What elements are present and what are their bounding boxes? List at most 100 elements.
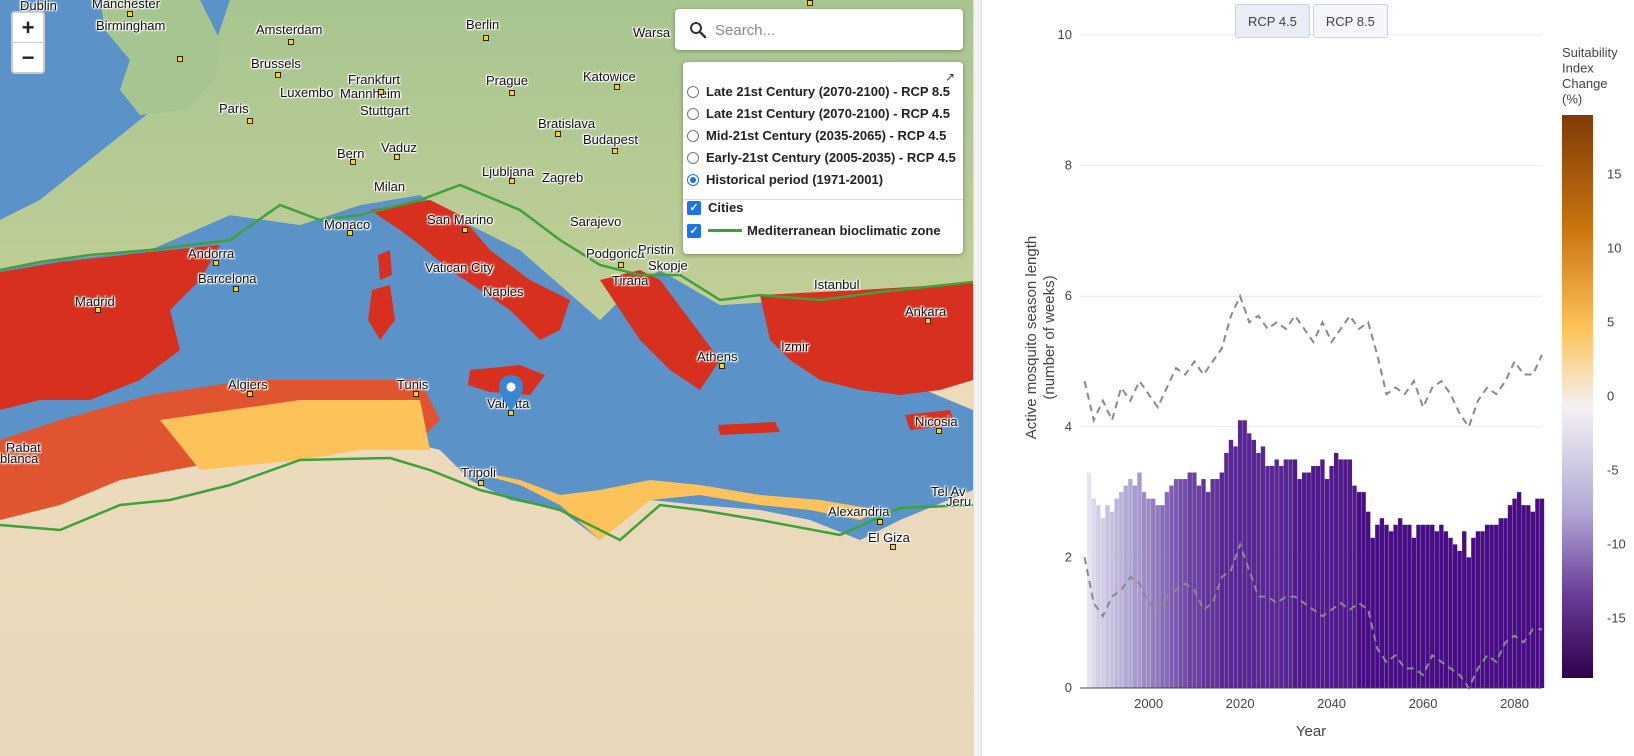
season-bar <box>1118 492 1124 688</box>
season-bar <box>1448 537 1453 688</box>
city-marker[interactable] <box>618 262 624 268</box>
city-marker[interactable] <box>233 286 239 292</box>
season-bar <box>1347 459 1353 688</box>
layers-control: ↗ Late 21st Century (2070-2100) - RCP 8.… <box>683 62 963 254</box>
radio-button-selected[interactable] <box>687 173 699 186</box>
season-bar <box>1141 492 1147 688</box>
city-marker[interactable] <box>275 72 281 78</box>
layer-option-mid-rcp45[interactable]: Mid-21st Century (2035-2065) - RCP 4.5 <box>687 128 946 143</box>
city-marker[interactable] <box>347 230 353 236</box>
checkbox-checked-icon[interactable]: ✓ <box>687 223 701 238</box>
season-bar <box>1352 485 1357 688</box>
season-bar <box>1320 459 1325 688</box>
colorbar-tick-label: -5 <box>1607 463 1619 478</box>
city-marker[interactable] <box>350 159 356 165</box>
season-bar <box>1128 479 1133 688</box>
y-tick-label: 8 <box>1065 158 1072 173</box>
city-marker[interactable] <box>127 11 133 17</box>
city-label: Madrid <box>75 294 115 309</box>
city-marker[interactable] <box>213 260 219 266</box>
season-bar <box>1402 524 1407 688</box>
season-bar <box>1091 498 1096 688</box>
city-marker[interactable] <box>509 90 515 96</box>
britain <box>100 0 220 115</box>
city-marker[interactable] <box>288 39 294 45</box>
season-bar <box>1297 479 1302 688</box>
season-bar <box>1228 439 1234 688</box>
season-bar <box>1237 420 1243 688</box>
y-tick-label: 4 <box>1065 419 1072 434</box>
checkbox-checked-icon[interactable]: ✓ <box>687 200 701 215</box>
city-marker[interactable] <box>462 227 468 233</box>
search-input[interactable] <box>713 17 957 43</box>
overlay-cities[interactable]: ✓ Cities <box>687 200 743 215</box>
layer-option-early-rcp45[interactable]: Early-21st Century (2005-2035) - RCP 4.5 <box>687 150 956 165</box>
city-marker[interactable] <box>614 84 620 90</box>
radio-button[interactable] <box>687 85 699 98</box>
city-marker[interactable] <box>807 0 813 6</box>
season-bar <box>1247 433 1252 688</box>
city-marker[interactable] <box>247 118 253 124</box>
city-marker[interactable] <box>95 307 101 313</box>
rcp45-button[interactable]: RCP 4.5 <box>1235 4 1310 38</box>
season-bar <box>1411 537 1417 688</box>
city-label: Tripoli <box>461 465 496 480</box>
expand-arrow-icon[interactable]: ↗ <box>944 70 955 84</box>
city-label: Manchester <box>92 0 160 11</box>
season-bar <box>1096 505 1101 688</box>
layer-option-late-rcp45[interactable]: Late 21st Century (2070-2100) - RCP 4.5 <box>687 106 950 121</box>
season-bar <box>1215 479 1220 688</box>
season-bar <box>1210 479 1215 688</box>
city-marker[interactable] <box>890 544 896 550</box>
city-label: Nicosia <box>915 414 958 429</box>
layer-option-label: Historical period (1971-2001) <box>706 172 884 187</box>
radio-button[interactable] <box>687 129 699 142</box>
radio-button[interactable] <box>687 107 699 120</box>
location-pin-icon[interactable] <box>499 375 523 411</box>
city-marker[interactable] <box>925 318 931 324</box>
city-marker[interactable] <box>719 363 725 369</box>
city-marker[interactable] <box>612 148 618 154</box>
season-bar <box>1201 479 1206 688</box>
rcp85-button[interactable]: RCP 8.5 <box>1312 4 1388 38</box>
colorbar-tick-label: -10 <box>1607 537 1626 552</box>
colorbar-title: (%) <box>1562 92 1582 107</box>
city-marker[interactable] <box>177 56 183 62</box>
city-marker[interactable] <box>555 131 561 137</box>
city-marker[interactable] <box>509 178 515 184</box>
city-label: Vatican City <box>425 260 494 275</box>
city-label: Milan <box>374 179 406 194</box>
city-marker[interactable] <box>413 391 419 397</box>
city-label: Skopje <box>648 258 688 273</box>
city-marker[interactable] <box>247 391 253 397</box>
city-marker[interactable] <box>378 89 384 95</box>
city-label: Sarajevo <box>570 214 622 229</box>
city-marker[interactable] <box>483 35 489 41</box>
season-bar <box>1224 452 1229 688</box>
zoom-out-button[interactable]: − <box>13 42 43 72</box>
layer-option-historical[interactable]: Historical period (1971-2001) <box>687 172 883 187</box>
city-label: Dublin <box>20 0 57 13</box>
map-view[interactable]: Manchester Dublin Birmingham Amsterdam B… <box>0 0 973 756</box>
city-label: San Marino <box>427 212 494 227</box>
city-label: Podgorica <box>586 246 645 261</box>
city-marker[interactable] <box>478 480 484 486</box>
city-label: El Giza <box>868 530 910 545</box>
city-label: Bratislava <box>538 116 596 131</box>
season-bar <box>1439 524 1444 688</box>
season-bar <box>1530 511 1536 688</box>
zoom-in-button[interactable]: + <box>21 14 35 40</box>
layer-option-late-rcp85[interactable]: Late 21st Century (2070-2100) - RCP 8.5 <box>687 84 950 99</box>
season-bar <box>1288 459 1293 688</box>
panel-resize-handle[interactable] <box>973 0 982 756</box>
city-marker[interactable] <box>394 154 400 160</box>
radio-button[interactable] <box>687 151 699 164</box>
season-bar <box>1196 485 1202 688</box>
city-marker[interactable] <box>936 428 942 434</box>
mediterranean-zone-line <box>0 183 973 302</box>
zoom-control: + − <box>11 11 45 74</box>
season-bar <box>1274 459 1279 688</box>
city-marker[interactable] <box>877 519 883 525</box>
suitable-cyprus <box>905 410 955 430</box>
overlay-med-zone[interactable]: ✓ Mediterranean bioclimatic zone <box>687 223 941 238</box>
